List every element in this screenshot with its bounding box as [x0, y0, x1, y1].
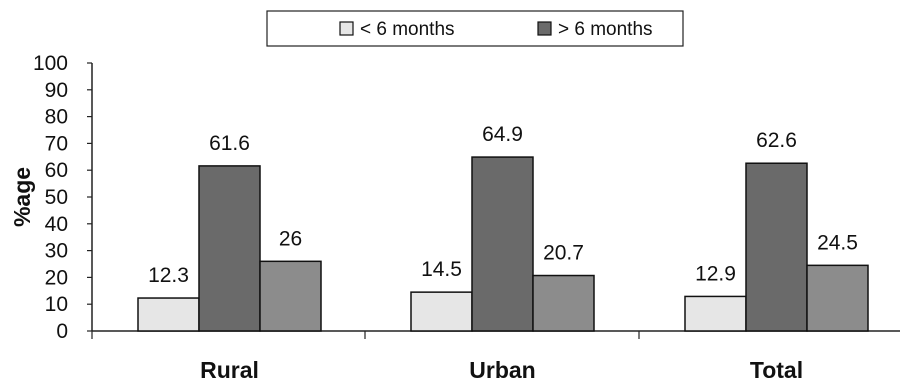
y-tick-label: 90: [45, 79, 68, 102]
bar: [806, 264, 869, 332]
category-label: Total: [750, 357, 803, 383]
legend-swatch: [537, 21, 552, 36]
data-label: 62.6: [756, 129, 797, 152]
bar: [745, 162, 808, 332]
y-tick-label: 80: [45, 106, 68, 129]
bar: [198, 165, 261, 332]
bar: [259, 260, 322, 332]
y-tick-label: 40: [45, 213, 68, 236]
bar: [684, 295, 747, 332]
y-tick-label: 50: [45, 186, 68, 209]
bars: [137, 156, 869, 332]
y-tick-label: 20: [45, 266, 68, 289]
y-tick-label: 10: [45, 293, 68, 316]
legend: < 6 months > 6 months: [266, 10, 684, 47]
legend-box: [266, 10, 684, 47]
data-label: 24.5: [817, 231, 858, 254]
data-labels: 12.3 14.5 12.9 61.6 64.9 62.6 26 20.7 24.5: [148, 123, 858, 287]
bar: [137, 297, 200, 332]
data-label: 26: [279, 227, 302, 250]
y-tick-label: 70: [45, 132, 68, 155]
data-label: 61.6: [209, 132, 250, 155]
y-tick-label: 30: [45, 240, 68, 263]
y-tick-label: 0: [56, 320, 68, 343]
y-tick-label: 100: [33, 52, 68, 75]
bar: [410, 291, 473, 332]
x-axis: Rural Urban Total: [91, 330, 900, 383]
y-axis: 0 10 20 30 40 50 60 70 80 90 100 %age: [9, 52, 93, 343]
legend-label: < 6 months: [360, 19, 455, 40]
category-label: Urban: [469, 357, 535, 383]
legend-label: > 6 months: [558, 19, 653, 40]
y-axis-title: %age: [9, 167, 35, 227]
bar: [471, 156, 534, 332]
bar: [532, 274, 595, 332]
y-tick-label: 60: [45, 159, 68, 182]
data-label: 12.9: [695, 262, 736, 285]
data-label: 20.7: [543, 242, 584, 265]
data-label: 14.5: [421, 258, 462, 281]
category-label: Rural: [200, 357, 259, 383]
data-label: 64.9: [482, 123, 523, 146]
legend-swatch: [339, 21, 354, 36]
data-label: 12.3: [148, 264, 189, 287]
